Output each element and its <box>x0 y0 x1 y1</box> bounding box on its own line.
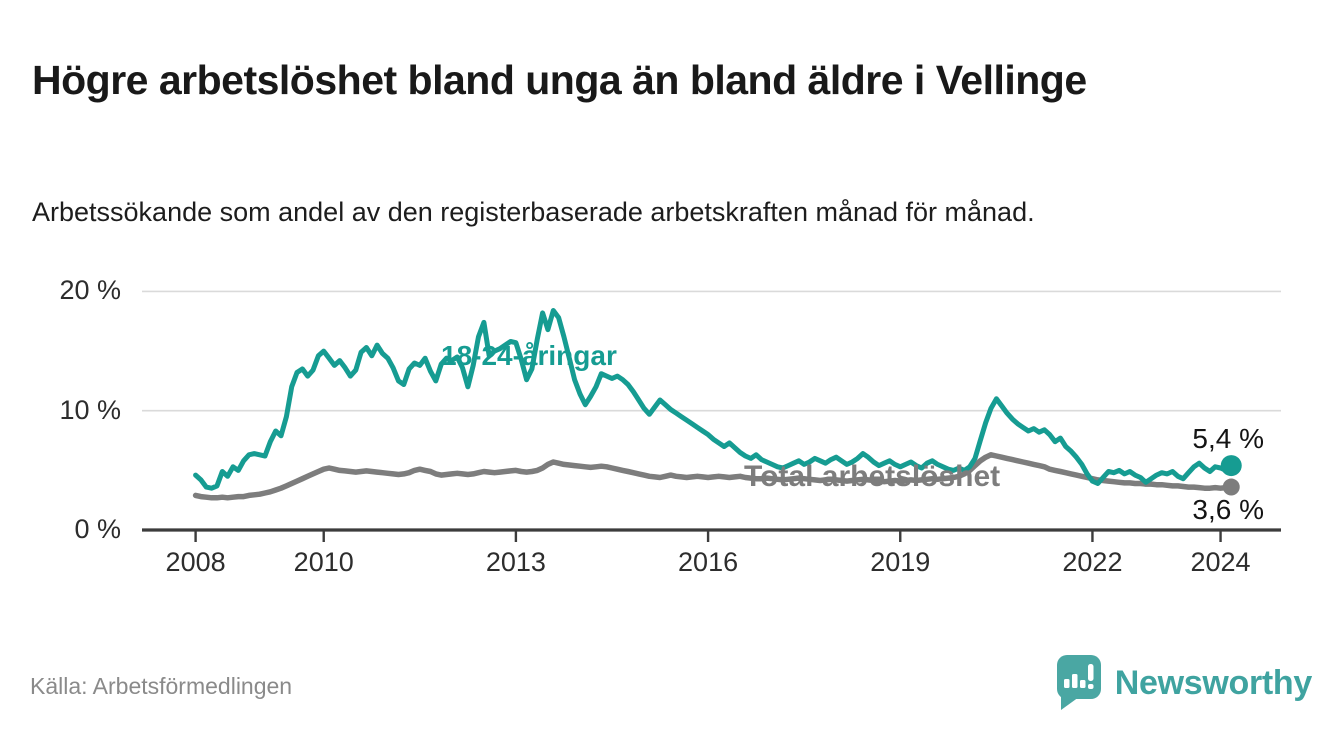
page-title: Högre arbetslöshet bland unga än bland ä… <box>32 57 1087 104</box>
x-tick-label: 2008 <box>165 547 226 577</box>
x-tick-label: 2010 <box>293 547 354 577</box>
x-tick-label: 2013 <box>485 547 546 577</box>
source-attribution: Källa: Arbetsförmedlingen <box>30 673 293 699</box>
series-label-total: Total arbetslöshet <box>744 460 1001 493</box>
x-tick-label: 2016 <box>678 547 739 577</box>
newsworthy-bubble-icon <box>1056 655 1101 710</box>
x-tick-label: 2024 <box>1190 547 1251 577</box>
x-tick-label: 2019 <box>870 547 931 577</box>
newsworthy-logo: Newsworthy <box>1051 653 1312 713</box>
series-line <box>192 452 1234 501</box>
series-label-young: 18-24-åringar <box>441 340 617 371</box>
y-tick-label: 20 % <box>59 275 121 306</box>
series-line <box>193 308 1234 491</box>
end-value-label-young: 5,4 % <box>1192 423 1264 454</box>
y-tick-label: 10 % <box>59 394 121 425</box>
y-tick-label: 0 % <box>74 514 121 544</box>
newsworthy-wordmark: Newsworthy <box>1114 663 1313 702</box>
chart-subtitle: Arbetssökande som andel av den registerb… <box>32 197 1035 227</box>
series-end-dot <box>1220 455 1242 477</box>
end-value-label-total: 3,6 % <box>1192 494 1264 525</box>
series-end-dot <box>1222 478 1240 496</box>
x-tick-label: 2022 <box>1062 547 1123 577</box>
